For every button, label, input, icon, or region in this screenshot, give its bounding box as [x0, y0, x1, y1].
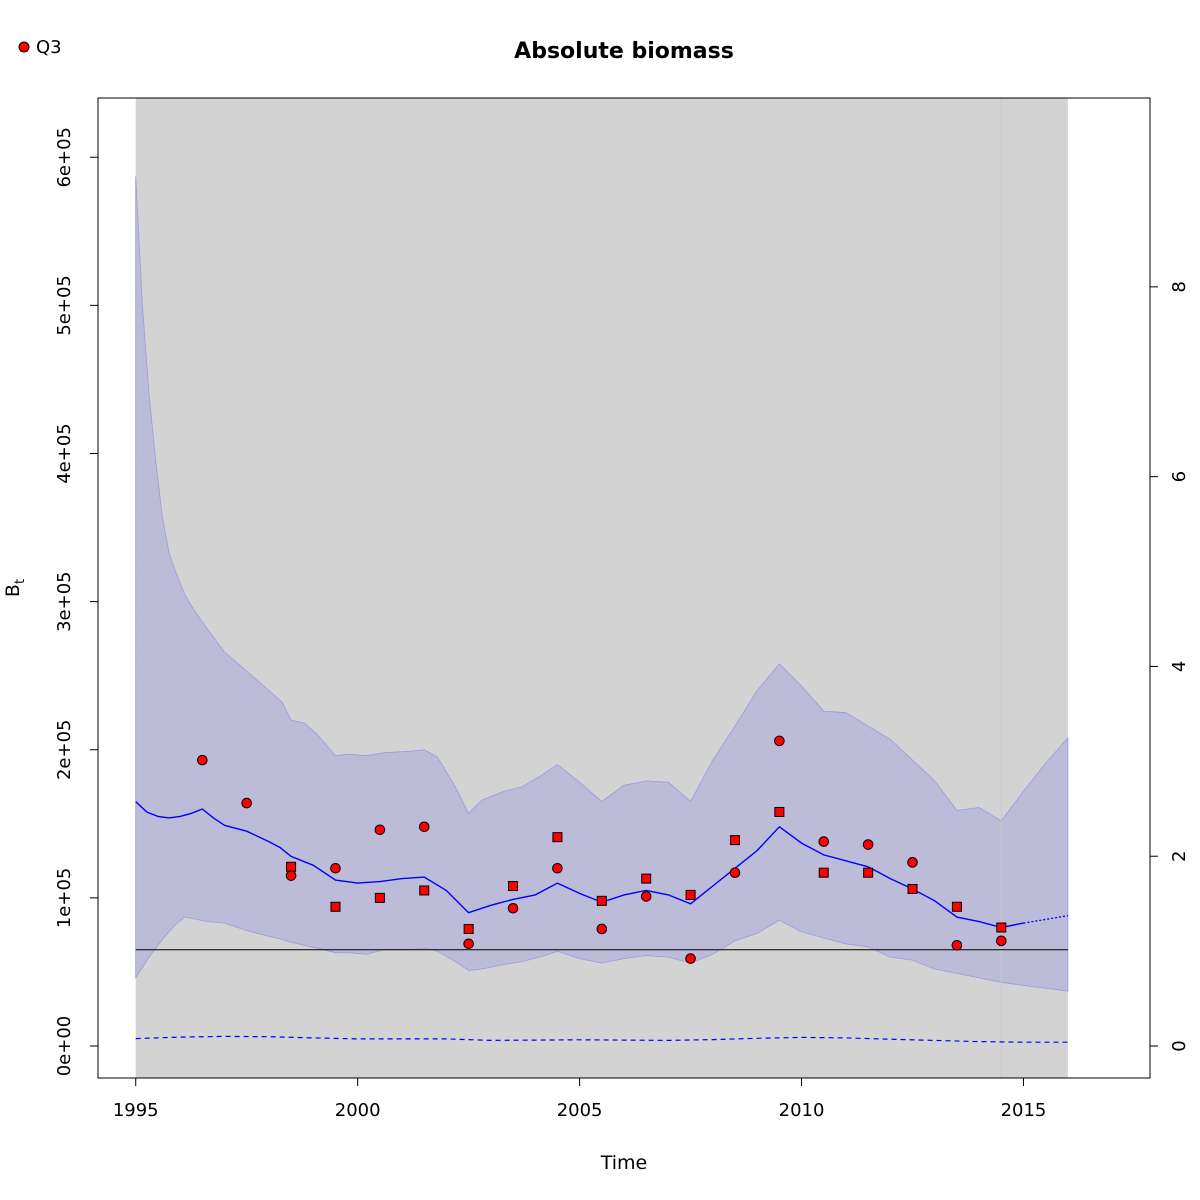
plot-area [135, 98, 1069, 1078]
y-axis-label: Bt [2, 579, 28, 597]
legend-marker-q3 [18, 41, 30, 53]
index-circle-point-q3 [596, 923, 608, 935]
y-tick-label: 0e+00 [54, 1016, 75, 1077]
index-circle-point-q3 [907, 857, 918, 868]
index-square-point [419, 885, 430, 896]
y-tick-label: 6e+05 [54, 127, 75, 188]
y-axis-label-subscript: t [13, 579, 28, 584]
x-tick-label: 2005 [557, 1100, 603, 1121]
index-circle-point-q3 [197, 754, 208, 766]
y-tick-label: 2e+05 [54, 719, 75, 780]
index-circle-point-q3 [241, 797, 253, 809]
x-tick-label: 2000 [335, 1100, 381, 1121]
biomass-projection-line [1023, 915, 1069, 924]
index-circle-point-q3 [374, 824, 386, 836]
index-circle-point-q3 [418, 821, 430, 833]
index-square-point [951, 901, 962, 912]
index-square-point [685, 889, 696, 900]
index-square-point [596, 895, 607, 906]
chart-title: Absolute biomass [514, 39, 734, 64]
index-circle-point-q3 [507, 902, 519, 914]
index-square-point [818, 867, 829, 878]
index-square-point [729, 835, 740, 846]
y-axis-right: 0 2 4 6 8 [1150, 281, 1190, 1052]
legend: Q3 [18, 37, 62, 58]
index-circle-point-q3 [774, 735, 785, 747]
index-square-point [508, 881, 519, 892]
y-axis-label-main: B [2, 584, 24, 597]
y-tick-label: 3e+05 [54, 571, 75, 632]
x-tick-label: 1995 [113, 1100, 159, 1121]
index-circle-point-q3 [862, 839, 874, 850]
y-tick-label: 4e+05 [54, 423, 75, 484]
index-circle-point-q3 [818, 836, 830, 847]
index-square-point [552, 832, 563, 843]
y-axis-left: 0e+00 1e+05 2e+05 3e+05 4e+05 5e+05 6e+05 [54, 127, 98, 1076]
y-tick-label: 5e+05 [54, 275, 75, 336]
index-circle-point-q3 [285, 870, 297, 881]
index-circle-point-q3 [729, 867, 741, 878]
index-circle-point-q3 [995, 935, 1007, 947]
index-square-point [286, 861, 297, 872]
index-circle-point-q3 [640, 891, 652, 902]
index-square-point [996, 922, 1007, 933]
x-tick-label: 2015 [1001, 1100, 1047, 1121]
index-square-point [774, 806, 785, 817]
y2-tick-label: 2 [1169, 850, 1190, 861]
x-tick-label: 2010 [779, 1100, 825, 1121]
confidence-band [135, 176, 1069, 992]
x-axis-label: Time [600, 1152, 648, 1174]
biomass-estimate-line [135, 801, 1024, 929]
y2-tick-label: 4 [1169, 661, 1190, 672]
legend-label-q3: Q3 [36, 37, 62, 58]
lower-dashed-series [135, 1035, 1068, 1043]
y2-tick-label: 8 [1169, 281, 1190, 292]
index-square-point [907, 883, 918, 894]
index-square-point [463, 923, 474, 934]
y2-tick-label: 0 [1169, 1040, 1190, 1051]
x-axis: 1995 2000 2005 2010 2015 [113, 1077, 1047, 1121]
index-circle-point-q3 [685, 953, 696, 964]
y2-tick-label: 6 [1169, 471, 1190, 482]
index-square-point [330, 901, 341, 912]
svg-text:Bt: Bt [2, 579, 28, 597]
index-circle-point-q3 [552, 862, 563, 874]
y-tick-label: 1e+05 [54, 868, 75, 929]
index-circle-point-q3 [951, 939, 963, 951]
index-square-point [863, 867, 874, 878]
index-square-point [374, 892, 385, 903]
index-square-point [641, 873, 652, 884]
index-circle-point-q3 [463, 938, 474, 950]
index-circle-point-q3 [330, 862, 341, 874]
